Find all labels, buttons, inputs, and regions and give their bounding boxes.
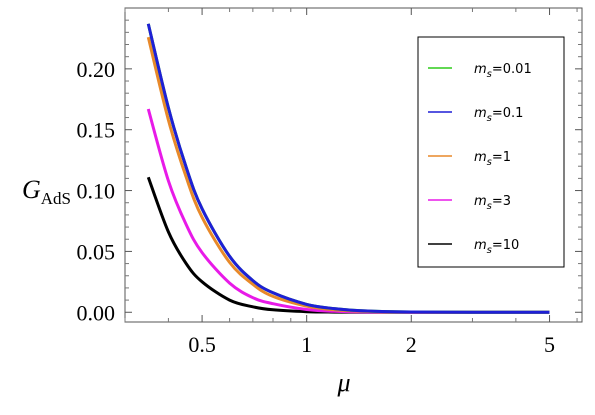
y-tick-label: 0.20 bbox=[77, 57, 116, 82]
x-axis: 0.5 1 2 5 bbox=[124, 8, 578, 357]
plot-frame bbox=[124, 7, 583, 323]
legend-label-sub: s bbox=[487, 69, 492, 80]
y-tick-label: 0.05 bbox=[77, 239, 116, 264]
legend-label-value: =0.01 bbox=[492, 62, 532, 77]
y-axis-label: GAdS bbox=[22, 175, 71, 208]
x-tick-label: 5 bbox=[544, 332, 555, 357]
legend-label-value: =10 bbox=[492, 238, 519, 253]
y-axis: 0.00 0.05 0.10 0.15 0.20 bbox=[77, 19, 582, 325]
legend-label-base: m bbox=[474, 106, 487, 121]
legend-label-base: m bbox=[474, 194, 487, 209]
legend-label-value: =1 bbox=[492, 150, 511, 165]
y-axis-label-base: G bbox=[22, 175, 41, 204]
legend-label-value: =3 bbox=[492, 194, 511, 209]
legend-label: ms=1 bbox=[474, 150, 511, 168]
y-tick-label: 0.00 bbox=[77, 300, 116, 325]
legend-label-sub: s bbox=[487, 157, 492, 168]
x-tick-label: 1 bbox=[301, 332, 312, 357]
legend-label: ms=0.01 bbox=[474, 62, 532, 80]
y-tick-label: 0.15 bbox=[77, 118, 116, 143]
series-lines bbox=[146, 23, 550, 314]
legend-label: ms=0.1 bbox=[474, 106, 523, 124]
legend-label-sub: s bbox=[487, 113, 492, 124]
y-tick-label: 0.10 bbox=[77, 179, 116, 204]
legend-label-base: m bbox=[474, 238, 487, 253]
legend-label-base: m bbox=[474, 150, 487, 165]
legend-label-sub: s bbox=[487, 245, 492, 256]
series-line-1 bbox=[146, 23, 550, 314]
legend-label-sub: s bbox=[487, 201, 492, 212]
x-axis-label: μ bbox=[336, 368, 350, 397]
x-tick-label: 0.5 bbox=[188, 332, 216, 357]
x-tick-label: 2 bbox=[406, 332, 417, 357]
legend-label-base: m bbox=[474, 62, 487, 77]
legend-label: ms=3 bbox=[474, 194, 511, 212]
legend-box bbox=[417, 36, 565, 268]
y-axis-label-sub: AdS bbox=[41, 189, 71, 208]
legend-label: ms=10 bbox=[474, 238, 519, 256]
legend-label-value: =0.1 bbox=[492, 106, 524, 121]
